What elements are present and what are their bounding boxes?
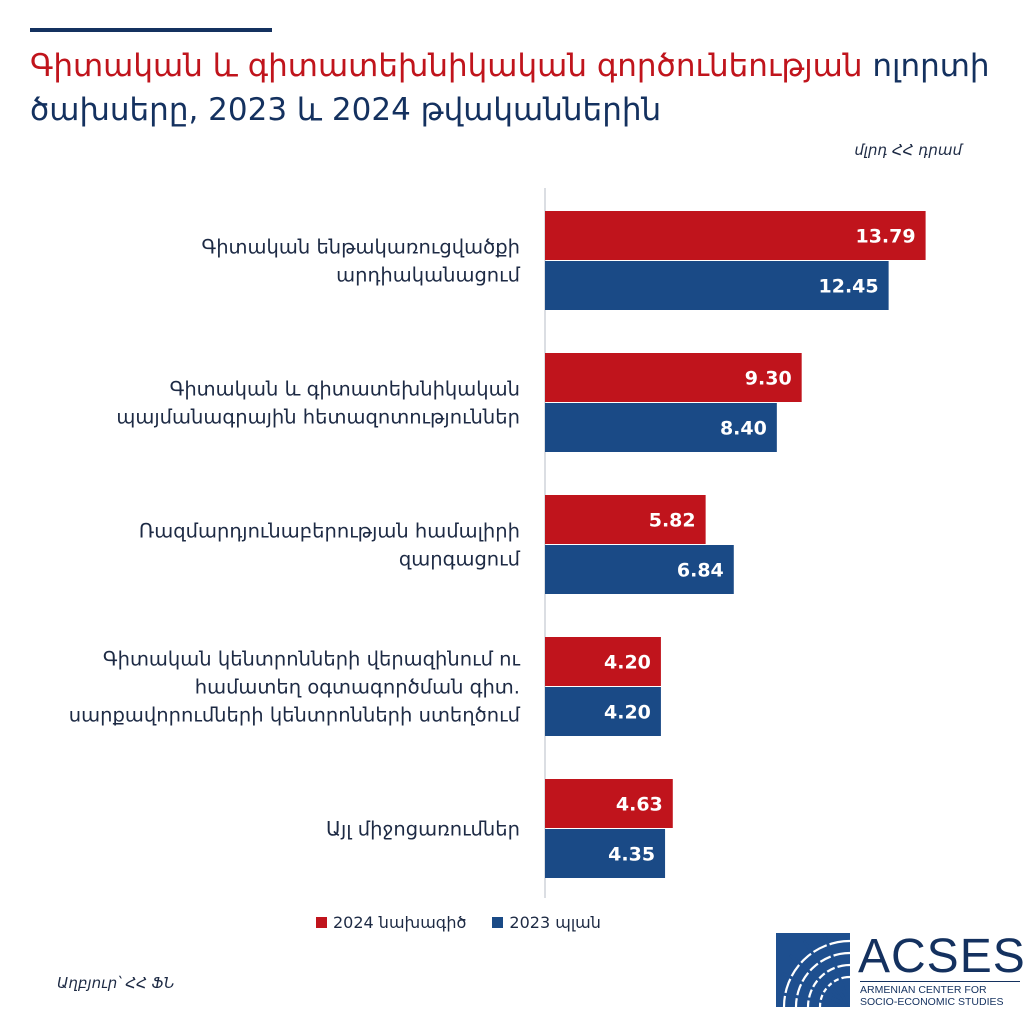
logo-sub-line-2: SOCIO-ECONOMIC STUDIES bbox=[860, 996, 1004, 1008]
source-note: Աղբյուր՝ ՀՀ ՖՆ bbox=[57, 974, 175, 992]
legend-swatch-2024 bbox=[316, 917, 327, 928]
category-label-1-line-0: Գիտական և գիտատեխնիկական bbox=[170, 378, 520, 401]
legend: 2024 նախագիծ 2023 պլան bbox=[316, 913, 601, 932]
title-highlight: Գիտական և գիտատեխնիկական գործունեության bbox=[30, 48, 863, 84]
bar-2023-3 bbox=[545, 687, 661, 736]
data-label-2024-2: 5.82 bbox=[649, 510, 696, 532]
data-label-2023-2: 6.84 bbox=[677, 560, 724, 582]
logo-name: ACSES bbox=[858, 930, 1024, 983]
data-label-2023-1: 8.40 bbox=[720, 418, 767, 440]
data-label-2023-0: 12.45 bbox=[819, 276, 879, 298]
data-label-2024-3: 4.20 bbox=[604, 652, 651, 674]
bar-2024-3 bbox=[545, 637, 661, 686]
legend-item-2024: 2024 նախագիծ bbox=[316, 913, 466, 932]
legend-swatch-2023 bbox=[492, 917, 504, 928]
bar-2024-2 bbox=[545, 495, 706, 544]
bar-2023-1 bbox=[545, 403, 777, 452]
category-label-2-line-0: Ռազմարդյունաբերության համալիրի bbox=[139, 520, 520, 543]
category-label-3-line-0: Գիտական կենտրոնների վերազինում ու bbox=[103, 648, 521, 671]
bar-2023-0 bbox=[545, 261, 889, 310]
category-label-0-line-0: Գիտական ենթակառուցվածքի bbox=[202, 236, 521, 259]
logo-subtitle: ARMENIAN CENTER FOR SOCIO-ECONOMIC STUDI… bbox=[860, 981, 1020, 1008]
data-label-2024-0: 13.79 bbox=[855, 226, 915, 248]
logo-mark-icon bbox=[776, 933, 850, 1007]
legend-item-2023: 2023 պլան bbox=[492, 913, 601, 932]
category-label-3-line-1: համատեղ օգտագործման գիտ. bbox=[195, 676, 520, 699]
bar-2024-1 bbox=[545, 353, 802, 402]
legend-label-2024: 2024 նախագիծ bbox=[333, 913, 467, 932]
category-label-1-line-1: պայմանագրային հետազոտություններ bbox=[116, 406, 520, 429]
unit-label: մլրդ ՀՀ դրամ bbox=[854, 141, 962, 159]
acses-logo: ACSES ARMENIAN CENTER FOR SOCIO-ECONOMIC… bbox=[776, 930, 1024, 1011]
logo-sub-line-1: ARMENIAN CENTER FOR bbox=[860, 984, 987, 996]
data-label-2023-3: 4.20 bbox=[604, 702, 651, 724]
data-label-2024-4: 4.63 bbox=[616, 794, 663, 816]
bar-2023-2 bbox=[545, 545, 734, 594]
bar-chart: 13.79 12.45 Գիտական ենթակառուցվածքի արդիակա… bbox=[69, 188, 926, 898]
bar-2024-0 bbox=[545, 211, 926, 260]
category-label-0-line-1: արդիականացում bbox=[336, 264, 521, 287]
bar-2024-4 bbox=[545, 779, 673, 828]
bar-2023-4 bbox=[545, 829, 666, 878]
legend-label-2023: 2023 պլան bbox=[509, 913, 601, 932]
title-rest: ոլորտի ծախսերը, 2023 և 2024 թվականներին bbox=[30, 48, 990, 128]
chart-title: Գիտական և գիտատեխնիկական գործունեության … bbox=[30, 44, 990, 132]
category-label-2-line-1: զարգացում bbox=[399, 548, 521, 571]
data-label-2023-4: 4.35 bbox=[608, 844, 655, 866]
data-label-2024-1: 9.30 bbox=[745, 368, 792, 390]
category-label-4-line-0: Այլ միջոցառումներ bbox=[326, 818, 520, 841]
category-label-3-line-2: սարքավորումների կենտրոնների ստեղծում bbox=[69, 704, 521, 727]
top-rule bbox=[30, 28, 272, 32]
